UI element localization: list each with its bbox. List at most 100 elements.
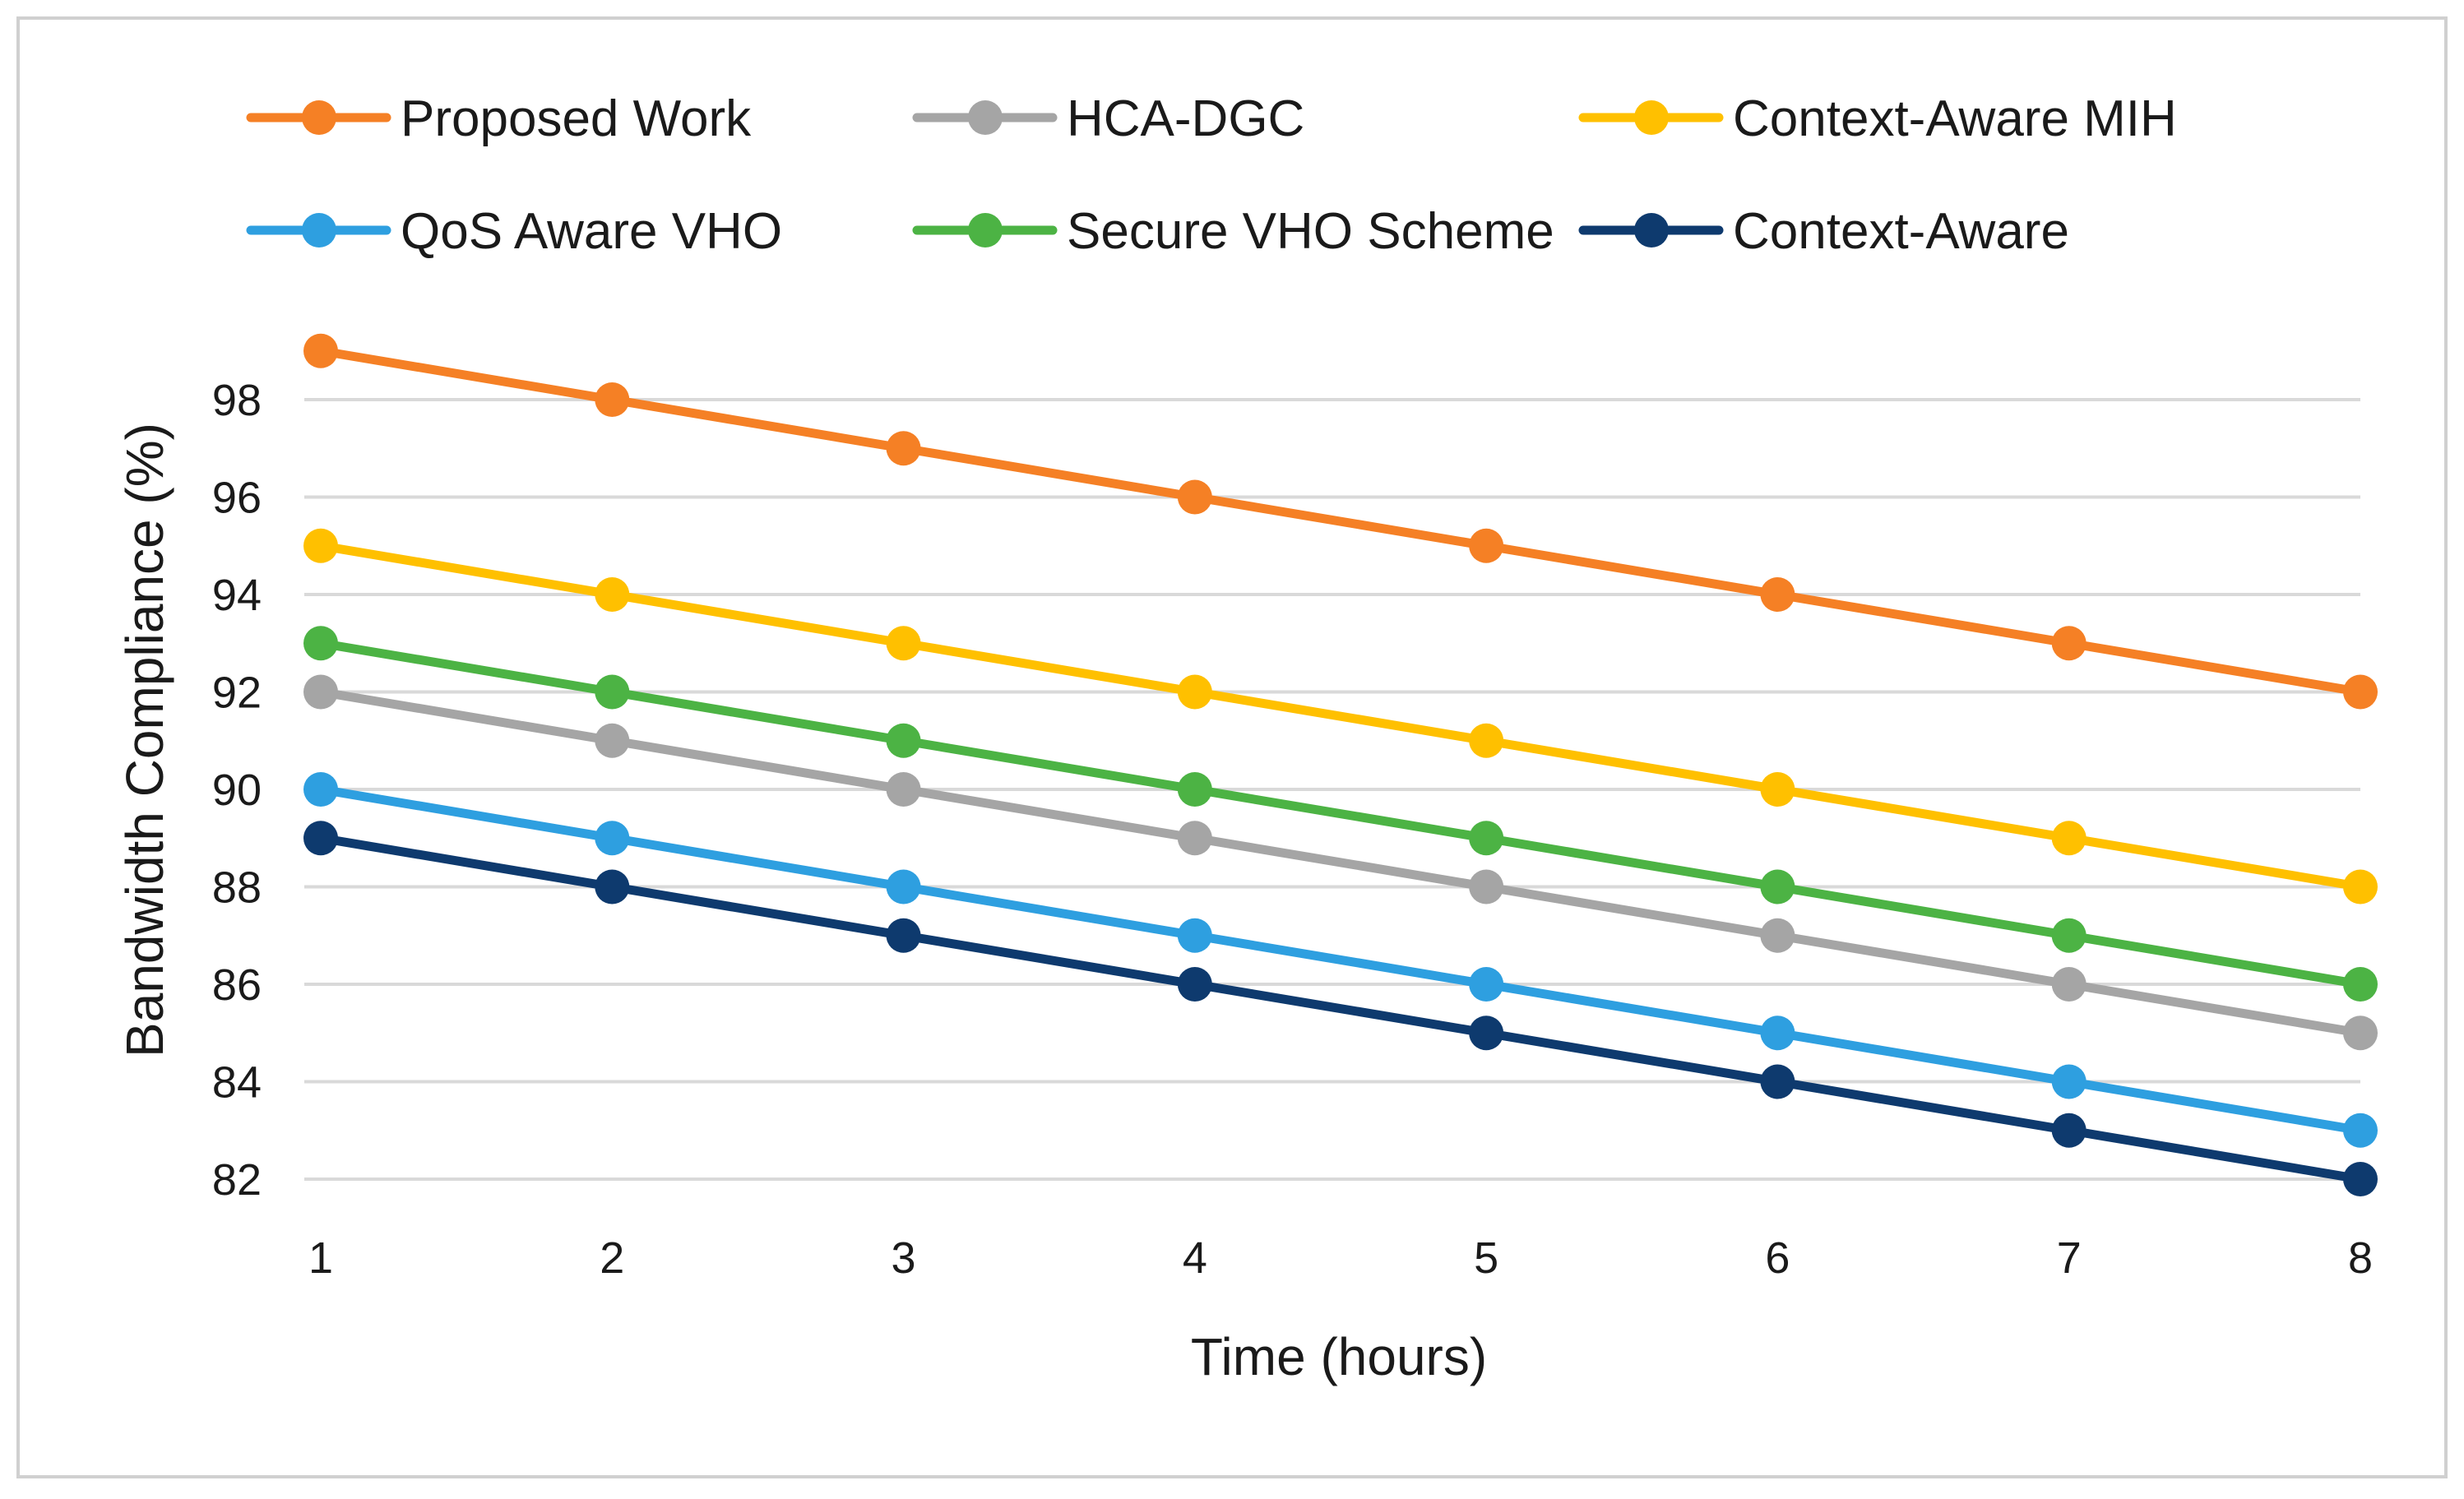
data-point — [1760, 869, 1795, 904]
data-point — [1469, 723, 1504, 758]
legend-label: Context-Aware — [1733, 203, 2069, 260]
x-tick-label: 3 — [892, 1233, 916, 1283]
data-point — [1177, 918, 1212, 953]
data-point — [2343, 1016, 2378, 1051]
data-point — [2343, 674, 2378, 710]
data-point — [303, 333, 338, 368]
x-tick-label: 8 — [2348, 1233, 2373, 1283]
data-point — [1760, 1016, 1795, 1051]
data-point — [1177, 479, 1212, 515]
legend-item-context-aware: Context-Aware — [1578, 203, 2069, 260]
data-point — [2343, 967, 2378, 1002]
data-point — [2051, 1064, 2087, 1099]
series-context-aware — [303, 821, 2378, 1196]
data-point — [1469, 821, 1504, 856]
y-tick-label: 94 — [212, 571, 262, 620]
y-tick-label: 96 — [212, 474, 262, 523]
y-tick-label: 90 — [212, 766, 262, 815]
x-tick-label: 1 — [308, 1233, 333, 1283]
data-point — [595, 382, 630, 417]
y-tick-label: 98 — [212, 376, 262, 425]
data-point — [303, 772, 338, 807]
y-tick-label: 82 — [212, 1155, 262, 1205]
gridlines — [304, 398, 2360, 1181]
data-point — [1760, 577, 1795, 612]
legend-item-secure-vho-scheme: Secure VHO Scheme — [912, 203, 1554, 260]
legend-label: Context-Aware MIH — [1733, 90, 2177, 147]
data-point — [1177, 674, 1212, 710]
x-tick-label: 5 — [1474, 1233, 1498, 1283]
data-point — [2051, 1113, 2087, 1148]
series-lines — [303, 333, 2378, 1196]
data-point — [1469, 869, 1504, 904]
legend-swatch-marker — [1634, 100, 1669, 135]
data-point — [2343, 1162, 2378, 1196]
data-point — [1177, 772, 1212, 807]
legend-label: Proposed Work — [401, 90, 752, 147]
y-axis-title: Bandwidth Compliance (%) — [115, 423, 174, 1057]
legend-label: HCA-DGC — [1067, 90, 1304, 147]
data-point — [1469, 967, 1504, 1002]
legend-item-proposed-work: Proposed Work — [246, 90, 752, 147]
data-point — [595, 674, 630, 710]
x-tick-label: 4 — [1183, 1233, 1207, 1283]
data-point — [303, 674, 338, 710]
data-point — [1469, 1016, 1504, 1051]
data-point — [303, 821, 338, 856]
series-context-aware-mih — [303, 528, 2378, 904]
data-point — [303, 626, 338, 661]
data-point — [1469, 528, 1504, 563]
series-qos-aware-vho — [303, 772, 2378, 1148]
data-point — [595, 869, 630, 904]
data-point — [1760, 772, 1795, 807]
data-point — [303, 528, 338, 563]
legend: Proposed Work HCA-DGC Context-Aware MIH QoS… — [246, 90, 2177, 260]
series-line — [316, 541, 2365, 891]
legend-item-context-aware-mih: Context-Aware MIH — [1578, 90, 2177, 147]
y-tick-label: 86 — [212, 960, 262, 1010]
series-secure-vho-scheme — [303, 626, 2378, 1002]
legend-swatch-marker — [1634, 213, 1669, 248]
series-line — [316, 784, 2365, 1136]
data-point — [2051, 821, 2087, 856]
x-tick-label: 2 — [600, 1233, 624, 1283]
legend-swatch-marker — [302, 100, 336, 135]
data-point — [2051, 967, 2087, 1002]
series-hca-dgc — [303, 674, 2378, 1051]
data-point — [1177, 821, 1212, 856]
data-point — [2051, 626, 2087, 661]
data-point — [1760, 918, 1795, 953]
data-point — [595, 577, 630, 612]
data-point — [886, 431, 921, 466]
legend-label: QoS Aware VHO — [401, 203, 782, 260]
data-point — [886, 918, 921, 953]
series-line — [316, 638, 2365, 989]
series-line — [316, 687, 2365, 1038]
data-point — [595, 723, 630, 758]
data-point — [595, 821, 630, 856]
series-proposed-work — [303, 333, 2378, 710]
legend-item-hca-dgc: HCA-DGC — [912, 90, 1304, 147]
data-point — [886, 869, 921, 904]
chart-border — [16, 16, 2448, 1478]
data-point — [2051, 918, 2087, 953]
legend-swatch-marker — [968, 213, 1003, 248]
data-point — [886, 772, 921, 807]
legend-label: Secure VHO Scheme — [1067, 203, 1554, 260]
series-line — [316, 346, 2365, 696]
data-point — [886, 723, 921, 758]
x-axis-title: Time (hours) — [1191, 1327, 1487, 1386]
legend-item-qos-aware-vho: QoS Aware VHO — [246, 203, 782, 260]
data-point — [1177, 967, 1212, 1002]
data-point — [2343, 869, 2378, 904]
data-point — [2343, 1113, 2378, 1148]
x-axis-ticks: 1 2 3 4 5 6 7 8 — [308, 1233, 2373, 1283]
y-axis-ticks: 82 84 86 88 90 92 94 96 98 — [212, 376, 262, 1205]
data-point — [886, 626, 921, 661]
x-tick-label: 6 — [1765, 1233, 1790, 1283]
y-tick-label: 92 — [212, 669, 262, 718]
data-point — [1760, 1064, 1795, 1099]
legend-swatch-marker — [968, 100, 1003, 135]
